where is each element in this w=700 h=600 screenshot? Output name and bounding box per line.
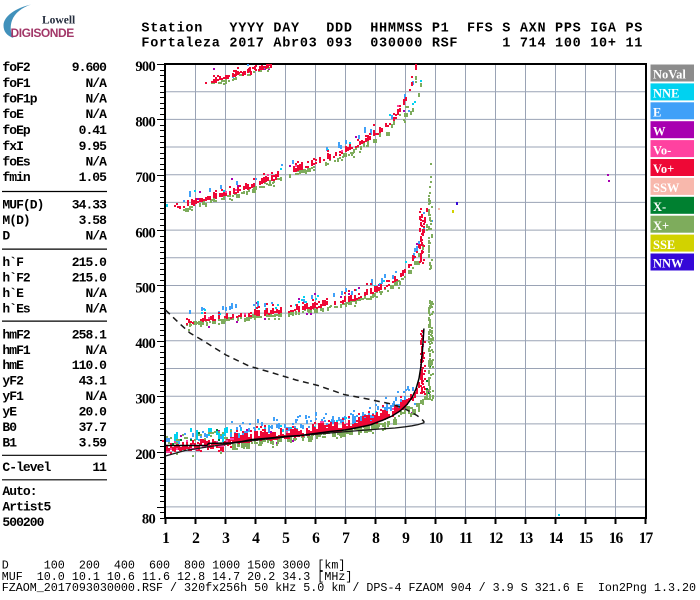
- svg-text:16: 16: [609, 530, 624, 547]
- svg-text:foEp: foEp: [2, 123, 31, 138]
- svg-text:C-level: C-level: [2, 460, 51, 475]
- svg-text:5: 5: [282, 530, 290, 547]
- svg-text:110.0: 110.0: [72, 358, 107, 373]
- svg-text:Station YYYY DAY DDD HHMM: Station YYYY DAY DDD HHMMSS P1 FFS S AXN…: [141, 22, 643, 37]
- svg-text:N/A: N/A: [85, 389, 107, 404]
- svg-text:Fortaleza 2017 Abr03 093 0300: Fortaleza 2017 Abr03 093 030000 RSF 1 71…: [141, 37, 643, 52]
- svg-text:DIGISONDE: DIGISONDE: [11, 26, 75, 40]
- svg-text:400: 400: [135, 336, 155, 352]
- svg-text:1: 1: [162, 530, 169, 547]
- svg-text:SSW: SSW: [653, 181, 680, 195]
- svg-text:B1: B1: [2, 435, 17, 450]
- svg-text:yF1: yF1: [2, 389, 24, 404]
- svg-text:9.95: 9.95: [79, 139, 108, 154]
- svg-text:34.33: 34.33: [72, 197, 107, 212]
- svg-text:0.41: 0.41: [79, 123, 108, 138]
- svg-text:N/A: N/A: [85, 343, 107, 358]
- svg-text:N/A: N/A: [85, 92, 107, 107]
- svg-text:Vo+: Vo+: [653, 162, 674, 176]
- svg-text:300: 300: [135, 391, 155, 407]
- svg-text:20.0: 20.0: [79, 405, 108, 420]
- svg-text:N/A: N/A: [85, 286, 107, 301]
- svg-text:M(D): M(D): [2, 213, 29, 228]
- svg-text:700: 700: [135, 170, 155, 186]
- svg-text:Artist5: Artist5: [2, 499, 51, 514]
- svg-text:h`E: h`E: [2, 286, 24, 301]
- svg-text:FZAOM_2017093030000.RSF / 320f: FZAOM_2017093030000.RSF / 320fx256h 50 k…: [2, 581, 696, 595]
- svg-text:9: 9: [402, 530, 410, 547]
- svg-text:D: D: [2, 229, 10, 244]
- svg-text:fmin: fmin: [2, 170, 31, 185]
- svg-text:N/A: N/A: [85, 301, 107, 316]
- svg-text:17: 17: [639, 530, 654, 547]
- svg-text:B0: B0: [2, 420, 17, 435]
- svg-text:h`F2: h`F2: [2, 270, 31, 285]
- svg-text:600: 600: [135, 225, 155, 241]
- svg-text:D 100 200 400 600 800: D 100 200 400 600 800 1000 1500 3000 [km…: [2, 558, 346, 572]
- svg-text:MUF 10.0 10.1 10.6 11.6 12.8: MUF 10.0 10.1 10.6 11.6 12.8 14.7 20.2 3…: [2, 570, 353, 584]
- svg-text:2: 2: [192, 530, 200, 547]
- svg-text:hmF2: hmF2: [2, 327, 31, 342]
- svg-text:hmF1: hmF1: [2, 343, 31, 358]
- svg-text:43.1: 43.1: [79, 374, 108, 389]
- svg-text:800: 800: [135, 115, 155, 131]
- svg-text:foE: foE: [2, 107, 24, 122]
- svg-text:foF2: foF2: [2, 60, 31, 75]
- svg-text:h`F: h`F: [2, 255, 24, 270]
- svg-text:4: 4: [252, 530, 260, 547]
- svg-text:200: 200: [135, 447, 155, 463]
- svg-text:11: 11: [92, 460, 107, 475]
- svg-text:NNW: NNW: [653, 257, 684, 271]
- svg-text:14: 14: [549, 530, 564, 547]
- svg-text:hmE: hmE: [2, 358, 24, 373]
- svg-text:N/A: N/A: [85, 107, 107, 122]
- svg-text:500200: 500200: [2, 515, 44, 530]
- svg-text:yE: yE: [2, 405, 17, 420]
- svg-text:11: 11: [459, 530, 472, 547]
- svg-text:1.05: 1.05: [79, 170, 108, 185]
- svg-text:Lowell: Lowell: [42, 15, 75, 27]
- svg-text:foF1p: foF1p: [2, 92, 37, 107]
- svg-text:6: 6: [312, 530, 320, 547]
- svg-text:X+: X+: [653, 219, 669, 233]
- svg-text:7: 7: [342, 530, 350, 547]
- svg-text:fxI: fxI: [2, 139, 23, 154]
- svg-text:8: 8: [372, 530, 380, 547]
- svg-text:215.0: 215.0: [72, 270, 107, 285]
- svg-text:E: E: [653, 106, 661, 120]
- svg-text:W: W: [653, 124, 666, 138]
- svg-text:NoVal: NoVal: [653, 68, 686, 82]
- svg-text:3: 3: [222, 530, 230, 547]
- svg-text:900: 900: [135, 59, 155, 75]
- svg-text:500: 500: [135, 281, 155, 297]
- svg-text:13: 13: [519, 530, 534, 547]
- svg-text:foF1: foF1: [2, 76, 31, 91]
- svg-text:3.58: 3.58: [79, 213, 108, 228]
- svg-text:X-: X-: [653, 200, 666, 214]
- svg-text:foEs: foEs: [2, 155, 31, 170]
- svg-text:12: 12: [489, 530, 504, 547]
- svg-text:N/A: N/A: [85, 229, 107, 244]
- svg-text:N/A: N/A: [85, 76, 107, 91]
- svg-text:3.59: 3.59: [79, 435, 108, 450]
- svg-text:N/A: N/A: [85, 155, 107, 170]
- svg-text:15: 15: [579, 530, 594, 547]
- svg-text:h`Es: h`Es: [2, 301, 31, 316]
- svg-text:Auto:: Auto:: [2, 484, 36, 499]
- svg-text:MUF(D): MUF(D): [2, 197, 43, 212]
- svg-text:37.7: 37.7: [79, 420, 107, 435]
- svg-text:NNE: NNE: [653, 87, 679, 101]
- svg-text:9.600: 9.600: [72, 60, 107, 75]
- svg-text:SSE: SSE: [653, 238, 675, 252]
- svg-text:10: 10: [429, 530, 444, 547]
- svg-text:yF2: yF2: [2, 374, 24, 389]
- svg-text:80: 80: [142, 512, 156, 528]
- svg-text:Vo-: Vo-: [653, 143, 671, 157]
- svg-text:258.1: 258.1: [72, 327, 107, 342]
- svg-text:215.0: 215.0: [72, 255, 107, 270]
